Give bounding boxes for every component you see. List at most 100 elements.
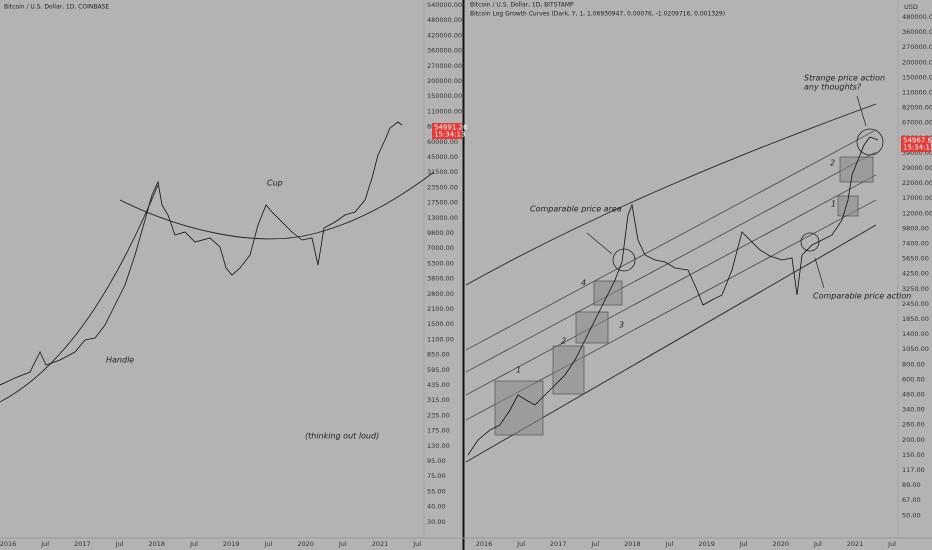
time-axis-label: 2021 <box>847 540 864 548</box>
growth-curve-top <box>465 103 877 286</box>
price-axis-label: 130.00 <box>427 442 450 450</box>
price-axis-label: 7000.00 <box>427 244 454 252</box>
price-axis-label: 850.00 <box>427 351 450 359</box>
header: Bitcoin / U.S. Dollar, 1D, BITSTAMP <box>470 2 574 9</box>
price-axis-label: 2800.00 <box>427 290 454 298</box>
price-axis-label: 4250.00 <box>902 270 929 278</box>
time-axis-label: Jul <box>189 540 198 548</box>
price-axis-label: 7400.00 <box>902 240 929 248</box>
channel-line <box>465 151 877 373</box>
price-axis-label: 270000.00 <box>427 62 462 70</box>
price-axis-label: 150000.00 <box>902 73 932 81</box>
price-axis-label: 110000.00 <box>427 107 462 115</box>
price-axis-label: 82000.00 <box>902 104 932 112</box>
price-axis-label: 117.00 <box>902 466 925 474</box>
time-axis-label: 2019 <box>698 540 715 548</box>
price-axis-label: 5650.00 <box>902 255 929 263</box>
time-axis-label: 2017 <box>74 540 91 548</box>
currency: USD <box>904 3 918 11</box>
price-axis-label: 17000.00 <box>902 194 932 202</box>
price-axis-label: 360000.00 <box>427 47 462 55</box>
time-axis-label: Jul <box>739 540 748 548</box>
time-axis-label: 2019 <box>223 540 240 548</box>
price-axis-label: 200.00 <box>902 436 925 444</box>
price-axis-label: 3250.00 <box>902 285 929 293</box>
annotation: 2 <box>830 159 835 168</box>
channel-line <box>465 129 877 351</box>
price-axis-label: 39000.00 <box>902 149 932 157</box>
time-axis-label: 2018 <box>149 540 166 548</box>
price-axis-label: 60000.00 <box>427 138 458 146</box>
time-axis-label: Jul <box>412 540 421 548</box>
handle-curve <box>0 184 159 403</box>
price-axis-label: 260.00 <box>902 421 925 429</box>
time-axis-label: Jul <box>590 540 599 548</box>
price-axis-label: 270000.00 <box>902 43 932 51</box>
price-axis-label: 200000.00 <box>427 77 462 85</box>
time-axis-label: Jul <box>115 540 124 548</box>
time-axis-label: 2020 <box>773 540 790 548</box>
time-axis-label: Jul <box>516 540 525 548</box>
time-axis-label: 2020 <box>297 540 314 548</box>
price-axis-label: 150000.00 <box>427 92 462 100</box>
time-axis-label: Jul <box>338 540 347 548</box>
price-axis-label: 480000.00 <box>902 13 932 21</box>
time-axis-label: Jul <box>665 540 674 548</box>
price-axis-label: 75.00 <box>427 472 446 480</box>
price-axis-label: 800.00 <box>902 360 925 368</box>
channel-line <box>465 174 877 396</box>
price-line <box>467 136 879 456</box>
circle <box>800 232 820 252</box>
price-axis-label: 600.00 <box>902 375 925 383</box>
boxes <box>494 156 874 436</box>
time-axis-label: 2018 <box>624 540 641 548</box>
time-axis-label: 2016 <box>0 540 16 548</box>
price-axis-label: 22000.00 <box>902 179 932 187</box>
price-axis-label: 95.00 <box>427 457 446 465</box>
annotation: Cup <box>267 179 283 188</box>
price-axis-label: 9800.00 <box>902 224 929 232</box>
countdown: 15:34:13 <box>903 144 932 152</box>
time-axis-label: 2016 <box>476 540 493 548</box>
box <box>575 311 609 344</box>
price-axis-label: 1050.00 <box>902 345 929 353</box>
price-axis-label: 595.00 <box>427 366 450 374</box>
price-line <box>0 121 403 386</box>
price-axis-label: 1500.00 <box>427 320 454 328</box>
annotation: (thinking out loud) <box>305 432 379 441</box>
price-axis-label: 2100.00 <box>427 305 454 313</box>
price-axis-label: 9800.00 <box>427 229 454 237</box>
annotation: 4 <box>581 279 586 288</box>
price-axis-label: 3800.00 <box>427 275 454 283</box>
price-axis-label: 67000.00 <box>902 119 932 127</box>
box <box>494 380 544 436</box>
price-axis-label: 67.00 <box>902 496 921 504</box>
price-axis-label: 435.00 <box>427 381 450 389</box>
time-axis-label: Jul <box>263 540 272 548</box>
price-axis-label: 13000.00 <box>427 214 458 222</box>
price-axis-label: 360000.00 <box>902 28 932 36</box>
price-axis-label: 12000.00 <box>902 209 932 217</box>
time-axis-label: Jul <box>813 540 822 548</box>
price-axis-label: 150.00 <box>902 451 925 459</box>
annotation: 1 <box>516 366 521 375</box>
last-price: 54967.63 <box>903 137 932 145</box>
annotation: Comparable price area <box>530 205 622 214</box>
price-axis-label: 31500.00 <box>427 168 458 176</box>
price-axis-label: 30.00 <box>427 518 446 526</box>
price-tag <box>432 123 462 139</box>
time-axis-label: Jul <box>887 540 896 548</box>
box <box>837 195 859 217</box>
price-axis-label: 340.00 <box>902 406 925 414</box>
annotation: any thoughts? <box>804 83 862 92</box>
annotation: 2 <box>561 337 566 346</box>
price-axis-label: 1100.00 <box>427 335 454 343</box>
price-axis-label: 420000.00 <box>427 31 462 39</box>
time-axis-label: 2017 <box>550 540 567 548</box>
annotation: 1 <box>831 200 836 209</box>
price-axis-label: 29000.00 <box>902 164 932 172</box>
price-axis-label: 315.00 <box>427 396 450 404</box>
price-axis-label: 1400.00 <box>902 330 929 338</box>
time-axis-label: 2021 <box>372 540 389 548</box>
